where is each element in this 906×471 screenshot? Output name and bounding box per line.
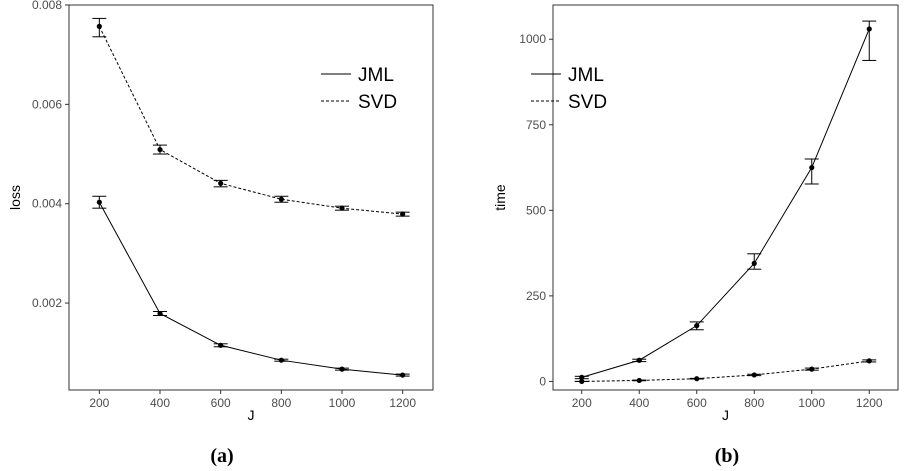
panel-caption: (b) xyxy=(715,445,739,467)
data-point-jml xyxy=(278,357,284,363)
series-line-jml xyxy=(581,28,870,378)
series-line-svd xyxy=(98,26,403,215)
data-point-jml xyxy=(579,374,585,380)
legend-label-jml: JML xyxy=(358,65,394,86)
data-point-jml xyxy=(96,199,102,205)
y-tick-label: 0 xyxy=(539,374,546,388)
x-tick-label: 200 xyxy=(572,396,592,410)
x-axis-title: J xyxy=(722,407,729,423)
x-tick-label: 600 xyxy=(687,396,707,410)
data-point-jml xyxy=(218,342,224,348)
x-tick-label: 1200 xyxy=(856,396,883,410)
y-axis-title: time xyxy=(492,184,508,211)
x-tick-label: 800 xyxy=(744,396,764,410)
data-point-jml xyxy=(339,366,345,372)
chart-panel-a: 200 400 600 800 1000 1200 0.002 0.004 0.006 0.008… xyxy=(7,0,434,467)
y-tick-label: 0.008 xyxy=(32,0,62,12)
data-point-svd xyxy=(96,23,102,29)
data-point-svd xyxy=(694,376,700,382)
x-tick-label: 200 xyxy=(89,396,109,410)
data-point-jml xyxy=(866,26,872,32)
data-point-svd xyxy=(579,378,585,385)
data-point-svd xyxy=(751,372,757,378)
legend-label-svd: SVD xyxy=(568,92,607,113)
plot-border xyxy=(552,4,899,391)
y-tick-label: 0.006 xyxy=(32,97,62,111)
y-tick-label: 750 xyxy=(526,118,546,132)
data-point-svd xyxy=(218,180,224,186)
legend-label-svd: SVD xyxy=(358,92,397,113)
series-line-svd xyxy=(581,360,870,382)
x-tick-label: 1000 xyxy=(329,396,356,410)
y-tick-label: 0.004 xyxy=(32,197,62,211)
y-tick-label: 500 xyxy=(526,203,546,217)
x-tick-label: 1200 xyxy=(389,396,416,410)
data-point-svd xyxy=(157,146,163,153)
data-point-svd xyxy=(866,358,872,364)
x-tick-label: 400 xyxy=(629,396,649,410)
x-tick-label: 400 xyxy=(150,396,170,410)
data-point-jml xyxy=(157,310,163,317)
data-point-jml xyxy=(751,260,757,266)
data-point-jml xyxy=(809,164,815,171)
data-point-svd xyxy=(400,211,406,217)
y-tick-label: 1000 xyxy=(519,32,546,46)
data-point-svd xyxy=(636,377,642,384)
data-point-jml xyxy=(400,372,406,378)
panel-caption: (a) xyxy=(210,445,233,467)
y-tick-label: 0.002 xyxy=(32,296,62,310)
x-axis-title: J xyxy=(248,407,255,423)
data-point-svd xyxy=(278,196,284,202)
data-point-svd xyxy=(339,205,345,211)
y-tick-label: 250 xyxy=(526,289,546,303)
plot-border xyxy=(68,4,434,391)
data-point-jml xyxy=(636,357,642,363)
data-point-svd xyxy=(809,366,815,372)
series-line-jml xyxy=(98,201,403,376)
x-tick-label: 800 xyxy=(271,396,291,410)
data-point-jml xyxy=(694,323,700,329)
legend-label-jml: JML xyxy=(568,65,604,86)
x-tick-label: 600 xyxy=(211,396,231,410)
y-axis-title: loss xyxy=(7,185,23,210)
x-tick-label: 1000 xyxy=(798,396,825,410)
